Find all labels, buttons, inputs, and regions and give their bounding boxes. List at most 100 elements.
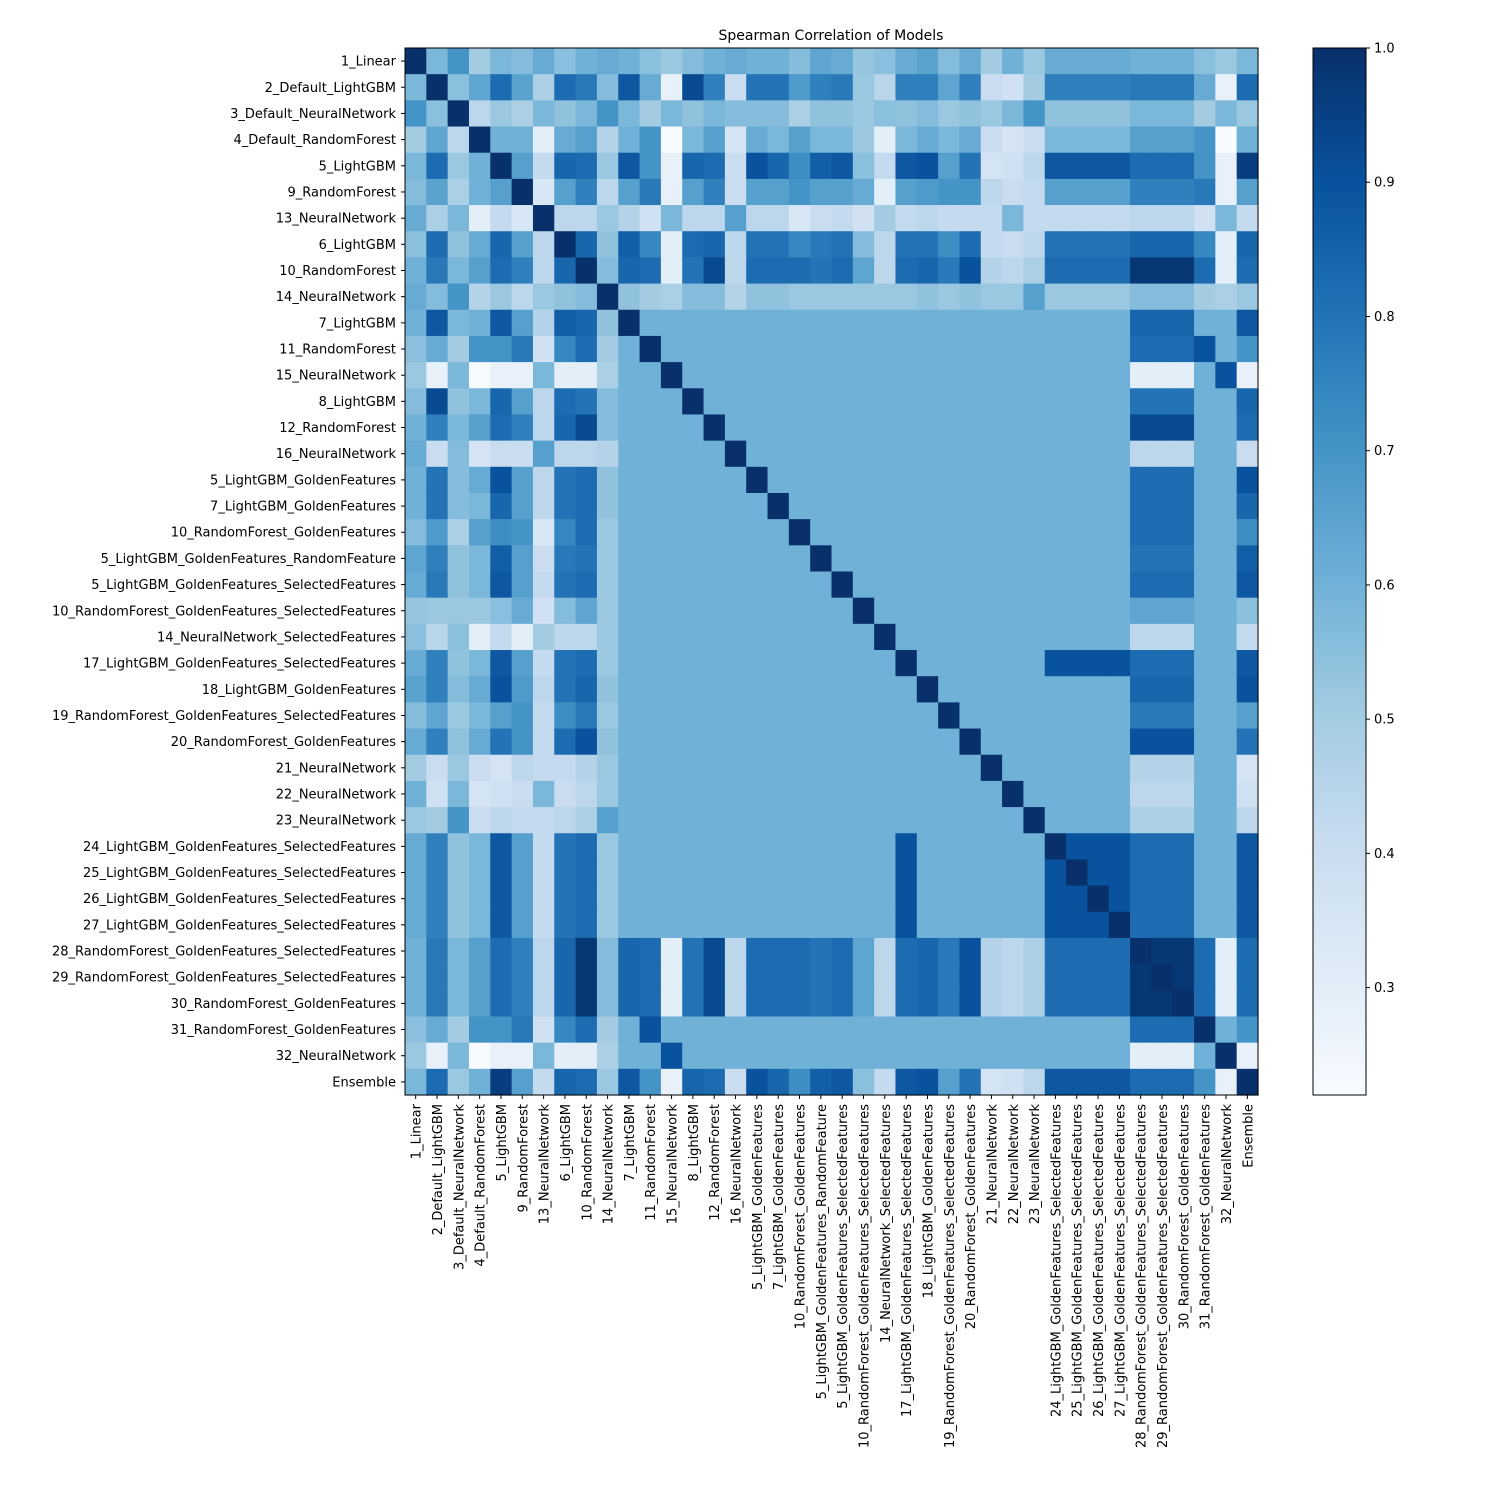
heatmap-cell	[1236, 702, 1259, 730]
heatmap-cell	[788, 676, 811, 703]
heatmap-cell	[703, 623, 726, 651]
heatmap-cell	[724, 911, 747, 939]
heatmap-cell	[1236, 833, 1259, 861]
heatmap-cell	[852, 309, 875, 337]
heatmap-cell	[426, 728, 449, 756]
heatmap-cell	[1130, 283, 1152, 311]
heatmap-cell	[1087, 885, 1110, 913]
heatmap-cell	[405, 650, 427, 677]
heatmap-cell	[874, 74, 897, 101]
heatmap-cell	[767, 780, 790, 808]
heatmap-cell	[1215, 571, 1238, 599]
heatmap-cell	[682, 676, 705, 703]
heatmap-cell	[916, 1016, 939, 1044]
heatmap-cell	[852, 964, 875, 991]
heatmap-cell	[554, 1016, 577, 1044]
heatmap-cell	[1236, 283, 1259, 311]
heatmap-cell	[831, 702, 854, 730]
heatmap-cell	[1002, 754, 1025, 782]
heatmap-cell	[1066, 283, 1088, 311]
heatmap-cell	[596, 152, 619, 180]
heatmap-cell	[554, 309, 577, 337]
heatmap-cell	[1215, 1068, 1238, 1096]
x-tick-label: 14_NeuralNetwork	[602, 1104, 617, 1225]
heatmap-cell	[554, 388, 577, 416]
heatmap-cell	[682, 231, 705, 258]
heatmap-cell	[895, 702, 918, 730]
heatmap-cell	[639, 205, 662, 232]
heatmap-cell	[1002, 466, 1025, 494]
heatmap-cell	[1236, 754, 1259, 782]
heatmap-cell	[405, 492, 427, 520]
heatmap-cell	[618, 728, 641, 756]
heatmap-cell	[980, 623, 1003, 651]
heatmap-cell	[1108, 335, 1131, 363]
heatmap-cell	[639, 728, 662, 756]
heatmap-cell	[447, 623, 470, 651]
heatmap-cell	[1108, 780, 1131, 808]
heatmap-cell	[916, 309, 939, 337]
heatmap-cell	[746, 48, 769, 75]
heatmap-cell	[1023, 205, 1046, 232]
heatmap-cell	[788, 1042, 811, 1070]
heatmap-cell	[895, 466, 918, 494]
heatmap-cell	[810, 807, 833, 834]
heatmap-cell	[1002, 780, 1025, 808]
heatmap-cell	[596, 126, 619, 154]
heatmap-cell	[1087, 545, 1110, 573]
heatmap-cell	[874, 48, 897, 75]
heatmap-cell	[1172, 807, 1195, 834]
heatmap-cell	[1066, 911, 1088, 939]
heatmap-cell	[1087, 335, 1110, 363]
heatmap-cell	[1130, 728, 1152, 756]
heatmap-cell	[511, 388, 534, 416]
heatmap-cell	[724, 1016, 747, 1044]
heatmap-cell	[447, 231, 470, 258]
heatmap-cell	[980, 126, 1003, 154]
heatmap-cell	[1108, 466, 1131, 494]
heatmap-cell	[575, 754, 598, 782]
heatmap-cell	[490, 100, 513, 128]
y-axis-tick-labels: 1_Linear2_Default_LightGBM3_Default_Neur…	[52, 55, 405, 1090]
heatmap-cell	[1215, 152, 1238, 180]
heatmap-cell	[1130, 702, 1152, 730]
heatmap-cell	[1151, 205, 1174, 232]
x-tick-label: 10_RandomForest_GoldenFeatures_SelectedF…	[857, 1104, 872, 1448]
heatmap-cell	[532, 623, 555, 651]
heatmap-cell	[639, 362, 662, 389]
y-tick-label: 3_Default_NeuralNetwork	[230, 107, 396, 122]
heatmap-cell	[1066, 466, 1088, 494]
heatmap-cell	[1236, 990, 1259, 1018]
heatmap-cell	[1066, 205, 1088, 232]
heatmap-cell	[660, 807, 683, 834]
heatmap-cell	[810, 597, 833, 625]
heatmap-cell	[447, 833, 470, 861]
heatmap-cell	[1215, 466, 1238, 494]
heatmap-cell	[639, 623, 662, 651]
heatmap-cell	[532, 74, 555, 101]
heatmap-cell	[1087, 48, 1110, 75]
heatmap-cell	[660, 702, 683, 730]
heatmap-cell	[682, 466, 705, 494]
heatmap-cell	[1194, 571, 1216, 599]
heatmap-cell	[852, 754, 875, 782]
x-tick-label: 22_NeuralNetwork	[1007, 1104, 1022, 1225]
heatmap-cell	[724, 126, 747, 154]
heatmap-cell	[959, 492, 982, 520]
heatmap-cell	[1044, 911, 1067, 939]
heatmap-cell	[895, 964, 918, 991]
heatmap-cell	[810, 676, 833, 703]
heatmap-cell	[405, 911, 427, 939]
heatmap-cell	[426, 205, 449, 232]
heatmap-cell	[682, 100, 705, 128]
heatmap-cell	[1194, 780, 1216, 808]
heatmap-cell	[596, 388, 619, 416]
heatmap-cell	[532, 676, 555, 703]
heatmap-cell	[1023, 1068, 1046, 1096]
heatmap-cell	[767, 754, 790, 782]
heatmap-cell	[405, 885, 427, 913]
heatmap-cell	[724, 728, 747, 756]
heatmap-cell	[788, 780, 811, 808]
heatmap-cell	[1066, 1042, 1088, 1070]
heatmap-cell	[1108, 362, 1131, 389]
